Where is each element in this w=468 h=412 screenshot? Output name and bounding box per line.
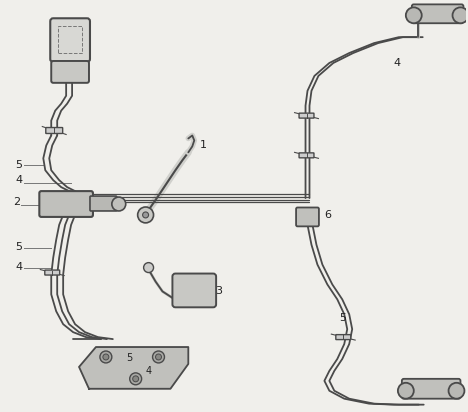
Circle shape [103,354,109,360]
Circle shape [112,197,126,211]
FancyBboxPatch shape [46,128,63,133]
FancyBboxPatch shape [412,5,463,23]
Circle shape [398,383,414,399]
Circle shape [406,7,422,23]
Polygon shape [79,347,188,389]
FancyBboxPatch shape [51,61,89,83]
FancyBboxPatch shape [296,208,319,226]
Circle shape [144,262,154,273]
Text: 4: 4 [15,262,22,272]
Circle shape [133,376,139,382]
FancyBboxPatch shape [45,270,60,275]
Text: 5: 5 [15,160,22,170]
Text: 3: 3 [215,286,222,296]
Circle shape [130,373,142,385]
Circle shape [453,7,468,23]
Bar [58,26,82,53]
FancyBboxPatch shape [402,379,461,399]
Circle shape [138,207,154,223]
FancyBboxPatch shape [299,113,314,118]
FancyBboxPatch shape [50,18,90,62]
Text: 6: 6 [324,210,331,220]
FancyBboxPatch shape [39,191,93,217]
Text: 5: 5 [339,313,346,323]
Circle shape [143,212,148,218]
Text: 5: 5 [126,353,132,363]
Circle shape [448,383,464,399]
FancyBboxPatch shape [299,153,314,158]
Text: 4: 4 [394,58,401,68]
Circle shape [155,354,161,360]
Text: 2: 2 [14,197,21,207]
Text: 1: 1 [200,140,207,150]
Circle shape [153,351,164,363]
Circle shape [100,351,112,363]
Text: 4: 4 [15,175,22,185]
Text: 5: 5 [15,242,22,252]
Text: 4: 4 [146,366,152,376]
FancyBboxPatch shape [336,335,351,339]
FancyBboxPatch shape [172,274,216,307]
FancyBboxPatch shape [90,196,117,211]
